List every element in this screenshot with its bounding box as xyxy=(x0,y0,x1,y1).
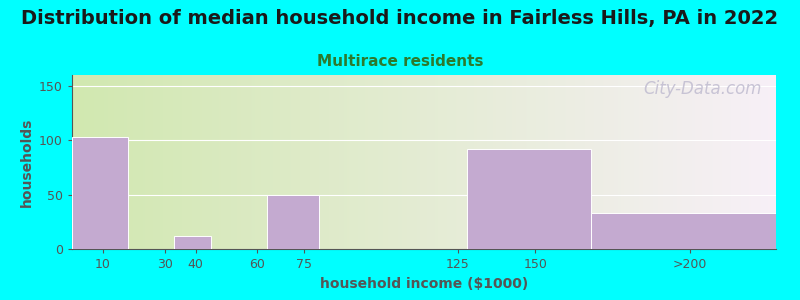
Bar xyxy=(590,213,776,249)
Text: Distribution of median household income in Fairless Hills, PA in 2022: Distribution of median household income … xyxy=(22,9,778,28)
Bar xyxy=(174,236,211,249)
Bar xyxy=(266,195,319,249)
X-axis label: household income ($1000): household income ($1000) xyxy=(320,277,528,291)
Text: City-Data.com: City-Data.com xyxy=(643,80,762,98)
Y-axis label: households: households xyxy=(19,117,34,207)
Bar xyxy=(72,137,127,249)
Text: Multirace residents: Multirace residents xyxy=(317,54,483,69)
Bar xyxy=(467,149,590,249)
